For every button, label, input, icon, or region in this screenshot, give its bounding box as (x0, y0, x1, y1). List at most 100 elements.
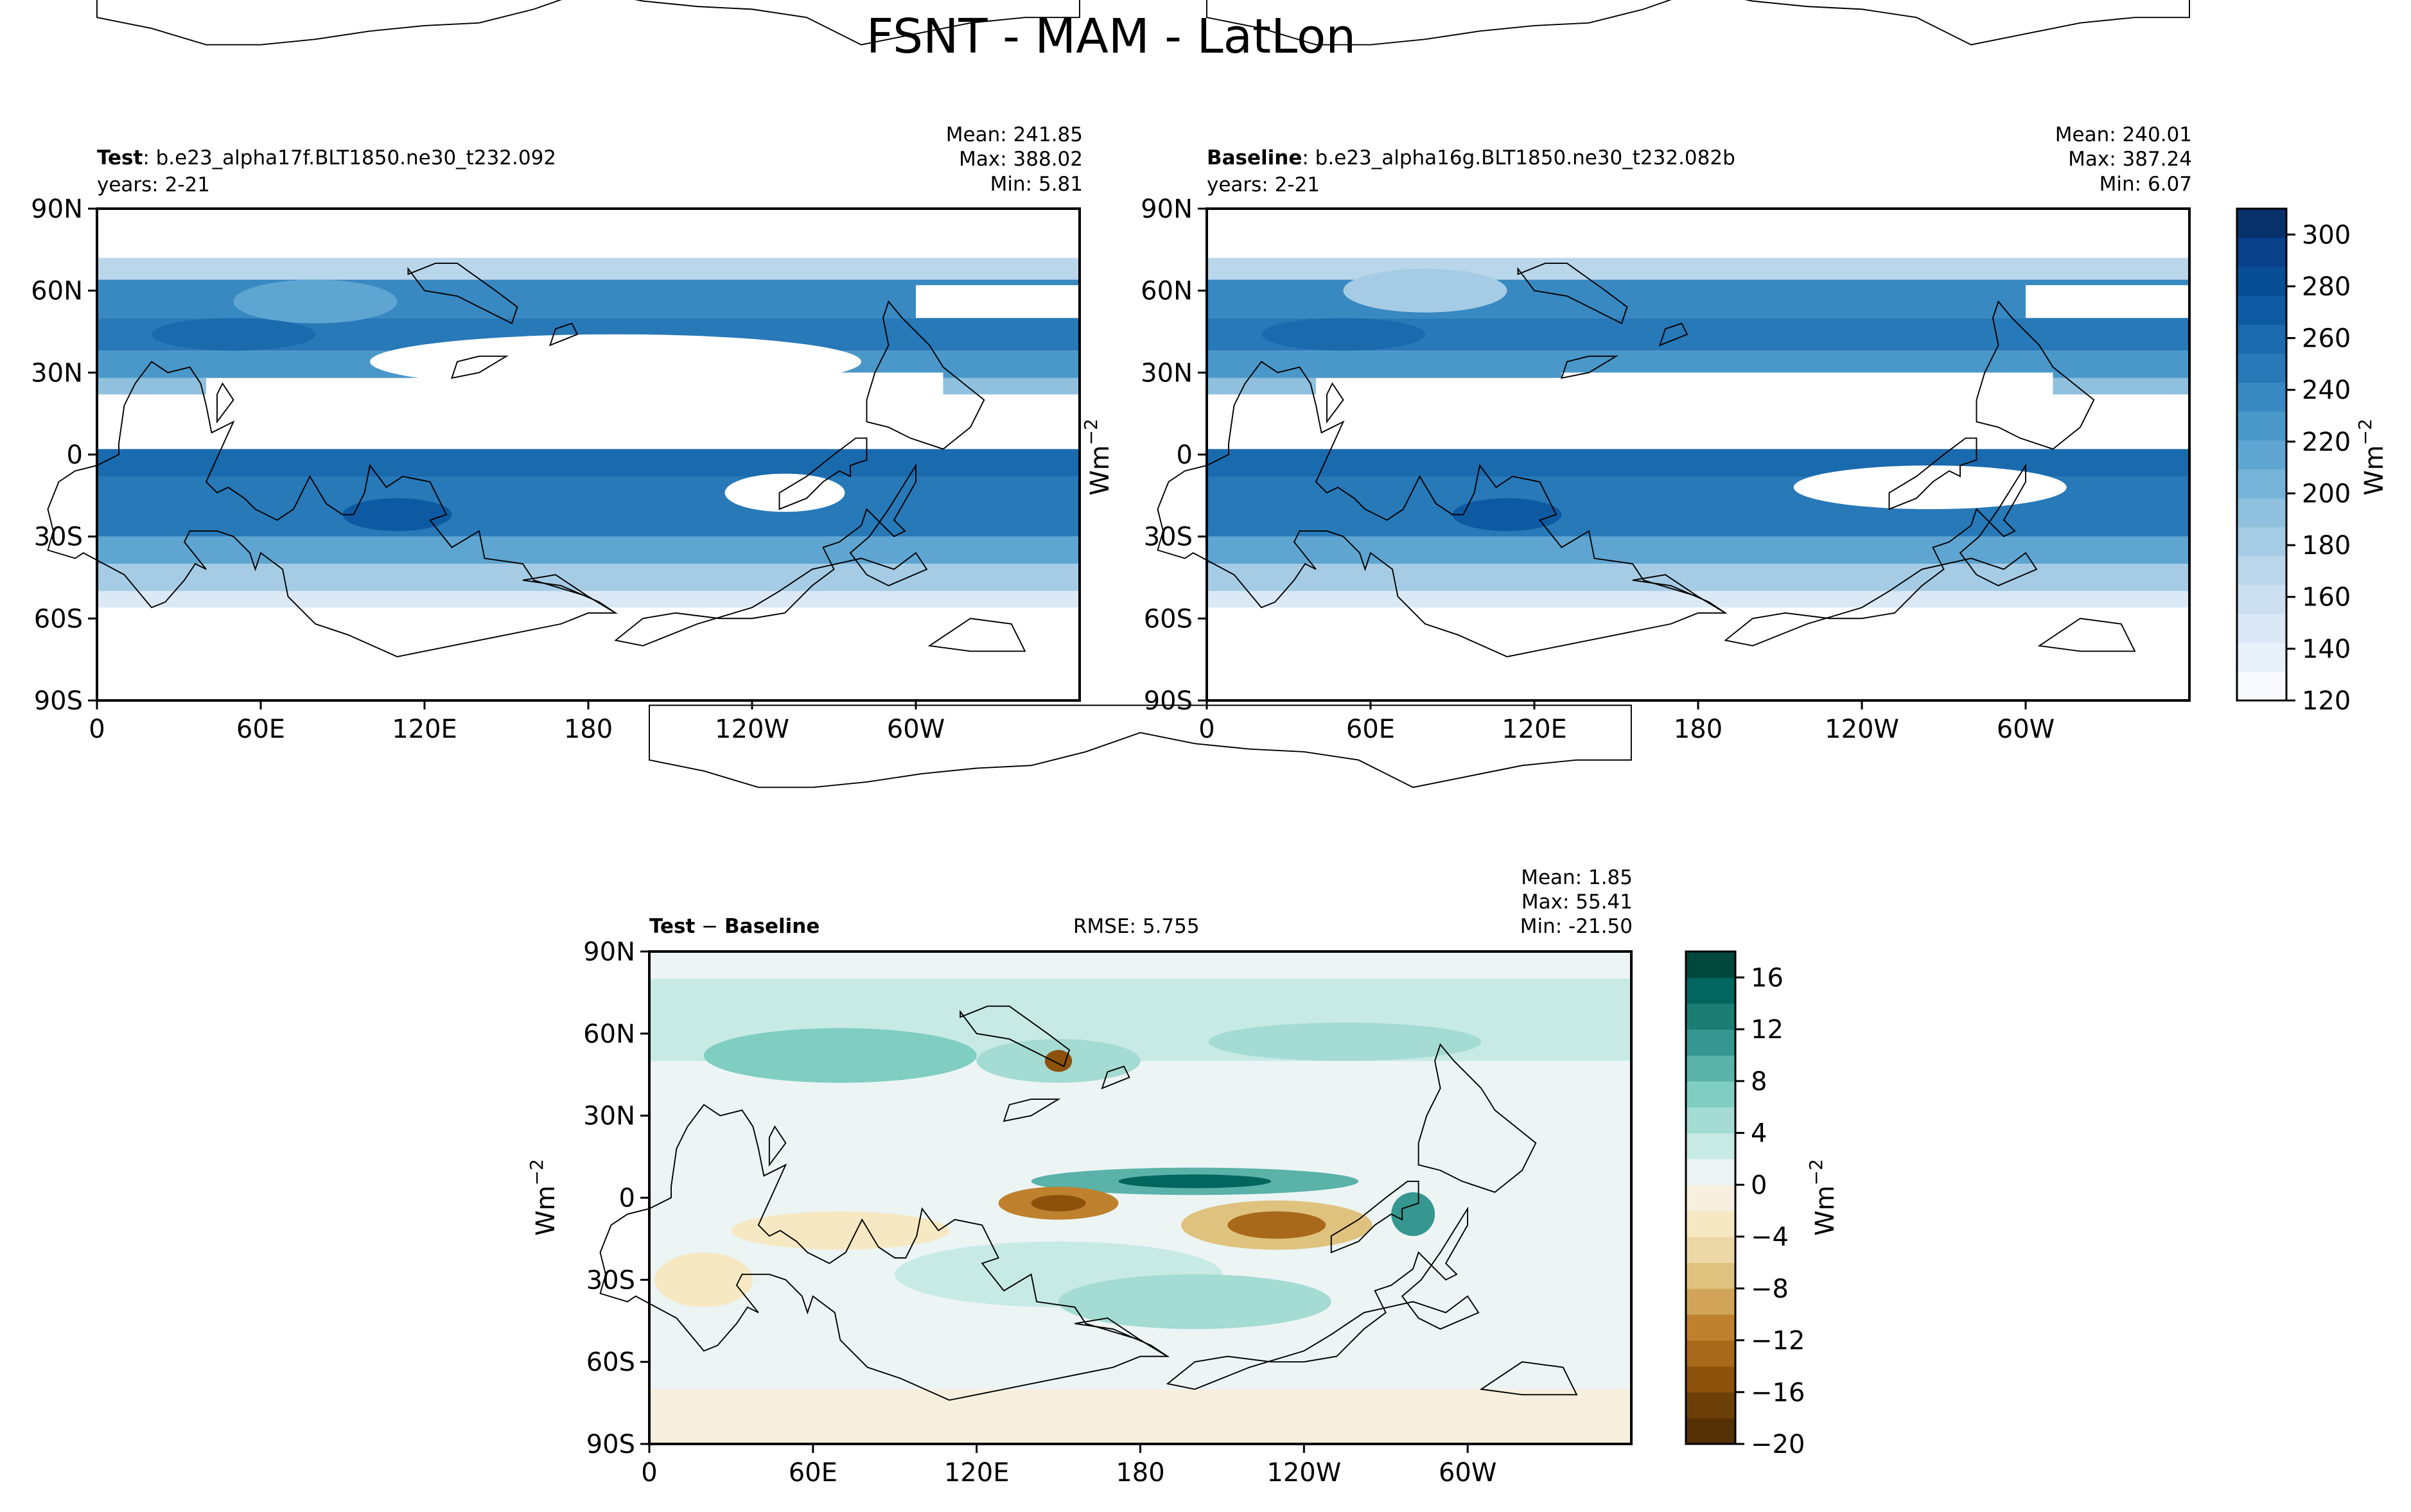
difference-mean: Mean: 1.85 (1521, 866, 1633, 889)
colorbar-segment (1686, 952, 1735, 978)
baseline-ytick-label: 30N (1141, 358, 1193, 388)
baseline-xtick-label: 120W (1825, 715, 1899, 744)
baseline-field (1158, 0, 2190, 700)
difference-ylabel: Wm−2 (526, 1159, 561, 1236)
baseline-xtick-label: 120E (1502, 715, 1567, 744)
colorbar-segment (2237, 671, 2286, 701)
baseline-years: years: 2-21 (1207, 173, 1320, 196)
difference-xtick-label: 60E (789, 1458, 837, 1488)
baseline-max: Max: 387.24 (2068, 148, 2192, 171)
difference-ytick-label: 0 (619, 1184, 635, 1213)
colorbar-label: Wm−2 (1805, 1159, 1840, 1236)
test-baseline-colorbar: 120 140 160 180 200 220 240 260 280 300 Wm−2 (2236, 207, 2389, 716)
colorbar-segment (1686, 977, 1735, 1004)
colorbar-segment (1686, 1366, 1735, 1393)
difference-ytick-label: 30N (583, 1102, 635, 1131)
colorbar-tick-label: −12 (1751, 1326, 1805, 1356)
test-xtick-label: 120E (392, 715, 457, 744)
baseline-xtick-label: 60W (1997, 715, 2055, 744)
test-xticks: 0 60E 120E 180 120W 60W (89, 700, 945, 744)
colorbar-segment (2237, 584, 2286, 614)
colorbar-label: Wm−2 (2354, 419, 2389, 496)
colorbar-tick-label: 120 (2302, 686, 2351, 716)
colorbar-tick-label: 300 (2302, 220, 2351, 250)
colorbar-segment (2237, 238, 2286, 267)
test-ytick-label: 30N (31, 358, 83, 388)
colorbar-segment (1686, 1029, 1735, 1056)
colorbar-segment (1686, 1418, 1735, 1445)
baseline-xtick-label: 0 (1198, 715, 1214, 744)
difference-ytick-label: 60N (583, 1020, 635, 1049)
colorbar-segment (1686, 1262, 1735, 1289)
test-panel: Test: b.e23_alpha17f.BLT1850.ne30_t232.0… (31, 0, 1115, 744)
colorbar-segment (2237, 498, 2286, 528)
test-label: Test: b.e23_alpha17f.BLT1850.ne30_t232.0… (97, 146, 556, 169)
colorbar-frame (2236, 207, 2288, 702)
difference-max: Max: 55.41 (1521, 891, 1633, 914)
test-xtick-label: 60E (236, 715, 285, 744)
baseline-yticks: 90N 60N 30N 0 30S 60S 90S (1141, 195, 1207, 716)
baseline-label: Baseline: b.e23_alpha16g.BLT1850.ne30_t2… (1207, 146, 1735, 169)
difference-xtick-label: 120W (1267, 1458, 1341, 1488)
baseline-min: Min: 6.07 (2100, 173, 2192, 196)
colorbar-tick-label: 280 (2302, 272, 2351, 302)
colorbar-tick-label: 0 (1751, 1170, 1767, 1200)
test-ylabel: Wm−2 (1080, 419, 1115, 496)
difference-xtick-label: 180 (1116, 1458, 1164, 1488)
test-xtick-label: 180 (564, 715, 613, 744)
difference-panel: Test − Baseline RMSE: 5.755 Mean: 1.85 M… (526, 706, 1633, 1488)
colorbar-segment (1686, 1314, 1735, 1341)
colorbar-segment (1686, 1210, 1735, 1237)
colorbar-segment (1686, 1237, 1735, 1264)
colorbar-tick-label: 12 (1751, 1015, 1784, 1045)
figure-title: FSNT - MAM - LatLon (866, 9, 1356, 64)
baseline-ytick-label: 60N (1141, 277, 1193, 306)
colorbar-tick-label: 200 (2302, 479, 2351, 508)
difference-ytick-label: 30S (586, 1265, 635, 1295)
difference-xtick-label: 60W (1439, 1458, 1496, 1488)
difference-yticks: 90N 60N 30N 0 30S 60S 90S (583, 937, 649, 1459)
test-min: Min: 5.81 (990, 173, 1083, 196)
difference-colorbar: −20 −16 −12 −8 −4 0 4 8 12 16 Wm−2 (1685, 950, 1840, 1459)
colorbar-segment (2237, 353, 2286, 383)
baseline-xtick-label: 60E (1346, 715, 1395, 744)
colorbar-tick-label: −4 (1751, 1222, 1789, 1252)
test-mean: Mean: 241.85 (946, 123, 1083, 146)
colorbar-segment (1686, 1107, 1735, 1134)
colorbar-tick-label: 8 (1751, 1067, 1767, 1097)
baseline-xticks: 0 60E 120E 180 120W 60W (1198, 700, 2055, 744)
test-ytick-label: 90N (31, 195, 83, 224)
difference-xticks: 0 60E 120E 180 120W 60W (641, 1444, 1496, 1488)
colorbar-segment (2237, 295, 2286, 325)
colorbar-frame (1685, 950, 1737, 1445)
baseline-ytick-label: 90N (1141, 195, 1193, 224)
difference-ytick-label: 90N (583, 937, 635, 967)
baseline-ytick-label: 60S (1144, 604, 1193, 634)
colorbar-segment (2237, 642, 2286, 672)
colorbar-segment (1686, 1158, 1735, 1185)
colorbar-tick-label: 16 (1751, 963, 1784, 993)
colorbar-segment (1686, 1133, 1735, 1160)
baseline-ytick-label: 0 (1177, 440, 1193, 470)
colorbar-segment (2237, 440, 2286, 470)
difference-xtick-label: 0 (641, 1458, 657, 1488)
colorbar-segment (1686, 1288, 1735, 1315)
baseline-ytick-label: 90S (1144, 686, 1193, 716)
colorbar-segment (1686, 1081, 1735, 1108)
baseline-xtick-label: 180 (1674, 715, 1723, 744)
test-years: years: 2-21 (97, 173, 210, 196)
colorbar-tick-label: 180 (2302, 531, 2351, 560)
colorbar-segment (2237, 382, 2286, 412)
colorbar-segment (2237, 209, 2286, 238)
baseline-mean: Mean: 240.01 (2055, 123, 2192, 146)
test-ytick-label: 30S (34, 523, 83, 552)
colorbar-segment (1686, 1055, 1735, 1082)
test-xtick-label: 60W (887, 715, 945, 744)
colorbar-tick-label: 260 (2302, 324, 2351, 354)
difference-label: Test − Baseline (649, 915, 820, 938)
colorbar-segment (2237, 613, 2286, 643)
difference-ytick-label: 60S (586, 1348, 635, 1377)
test-ytick-label: 60S (34, 604, 83, 634)
colorbar-tick-label: −20 (1751, 1430, 1805, 1459)
